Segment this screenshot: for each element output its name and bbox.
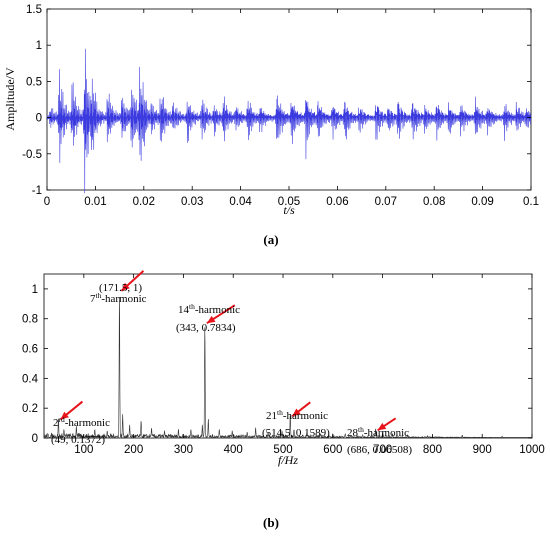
time-y-tick-label: -1: [32, 185, 42, 197]
time-y-tick-label: 1.5: [26, 4, 42, 16]
panel-b-caption: (b): [263, 515, 279, 530]
time-y-ticks: -1 -0.5 0 0.5 1 1.5: [22, 4, 531, 197]
annotation-label: 2rd-harmonic: [53, 415, 110, 429]
annotation-value: (49, 0.1372): [51, 434, 105, 446]
spectrum-y-ticks: 0 0.2 0.4 0.6 0.8 1: [22, 284, 532, 445]
time-domain-plot-area: [46, 8, 532, 191]
spectrum-x-tick-label: 900: [473, 444, 492, 456]
harmonic-arrow: [120, 270, 145, 292]
spectrum-y-tick-label: 0.8: [22, 314, 38, 326]
frequency-spectrum-chart: 100 200 300 400 500 600 700 800 900 1000 00.20.40…: [22, 270, 545, 530]
time-x-ticks: 0 0.01 0.02 0.03 0.04 0.05 0.06 0.07 0.08 0.09 0.1: [44, 9, 539, 208]
annotation-value: (171.5, 1): [99, 282, 142, 294]
spectrum-x-tick-label: 400: [224, 444, 243, 456]
spectrum-y-tick-label: 0.2: [22, 403, 38, 415]
time-x-tick-label: 0.01: [84, 196, 106, 208]
spectrum-x-tick-label: 800: [423, 444, 442, 456]
harmonic-arrow: [291, 401, 311, 418]
annotation-label: 21th-harmonic: [266, 408, 328, 422]
time-y-tick-label: 1: [36, 40, 42, 52]
time-y-tick-label: 0.5: [26, 76, 42, 88]
spectrum-y-tick-label: 1: [32, 284, 38, 296]
annotation-value: (514.5, 0.1589): [262, 427, 330, 439]
harmonic-arrow: [206, 304, 236, 325]
spectrum-y-tick-label: 0.6: [22, 344, 38, 356]
spectrum-x-tick-label: 300: [174, 444, 193, 456]
annotation-2nd-harmonic: 2rd-harmonic (49, 0.1372): [51, 415, 110, 446]
annotation-label: 7th-harmonic: [90, 291, 147, 305]
time-domain-chart: 0 0.01 0.02 0.03 0.04 0.05 0.06 0.07 0.08 0.09 0.1…: [3, 4, 539, 247]
panel-a-caption: (a): [263, 232, 278, 247]
annotation-14th-harmonic: 14th-harmonic (343, 0.7834): [176, 302, 240, 334]
time-y-tick-label: 0: [36, 113, 42, 125]
harmonic-arrow: [59, 400, 84, 421]
harmonic-arrows: [59, 270, 397, 432]
spectrum-x-ticks: 100 200 300 400 500 600 700 800 900 1000: [74, 274, 545, 456]
time-x-tick-label: 0: [44, 196, 50, 208]
spectrum-x-tick-label: 100: [74, 444, 93, 456]
annotation-value: (686, 0.06508): [347, 444, 412, 456]
harmonic-arrow: [377, 417, 397, 432]
spectrum-x-tick-label: 600: [323, 444, 342, 456]
time-x-axis-label: t/s: [283, 203, 295, 217]
time-x-tick-label: 0.05: [278, 196, 300, 208]
spectrum-x-tick-label: 500: [273, 444, 292, 456]
spectrum-x-tick-label: 200: [124, 444, 143, 456]
annotation-28th-harmonic: 28th-harmonic (686, 0.06508): [347, 425, 412, 456]
time-x-tick-label: 0.08: [423, 196, 445, 208]
annotation-label: 14th-harmonic: [178, 302, 240, 316]
time-x-tick-label: 0.04: [229, 196, 252, 208]
time-y-axis-label: Amplitude/V: [3, 67, 17, 131]
annotation-21st-harmonic: 21th-harmonic (514.5, 0.1589): [262, 408, 330, 439]
time-x-tick-label: 0.1: [523, 196, 539, 208]
spectrum-x-tick-label: 700: [373, 444, 392, 456]
spectrum-x-axis-label: f/Hz: [278, 453, 298, 467]
time-x-tick-label: 0.09: [471, 196, 493, 208]
annotation-label: 28th-harmonic: [347, 425, 409, 439]
time-x-tick-label: 0.03: [181, 196, 203, 208]
time-x-tick-label: 0.06: [326, 196, 348, 208]
time-x-tick-label: 0.02: [133, 196, 155, 208]
spectrum-plot-area: [43, 273, 533, 439]
spectrum-line: [43, 296, 532, 439]
spectrum-y-tick-label: 0: [32, 433, 38, 445]
spectrum-x-tick-label: 1000: [519, 444, 545, 456]
annotation-7th-harmonic: (171.5, 1) 7th-harmonic: [90, 282, 147, 305]
time-y-tick-label: -0.5: [22, 149, 42, 161]
spectrum-y-tick-label: 0.4: [22, 373, 39, 385]
annotation-value: (343, 0.7834): [176, 322, 236, 334]
time-x-tick-label: 0.07: [375, 196, 397, 208]
time-domain-waveform: [46, 48, 532, 194]
